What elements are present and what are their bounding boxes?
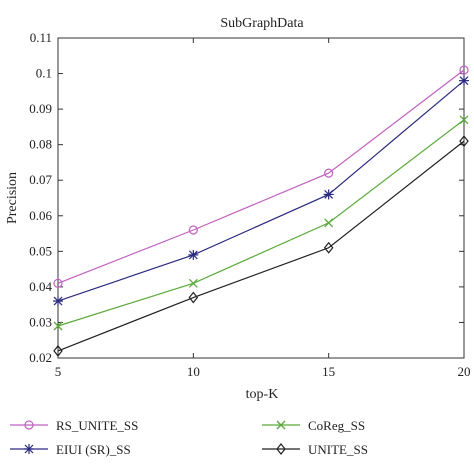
y-tick-label: 0.04 xyxy=(29,279,52,294)
y-tick-label: 0.05 xyxy=(29,243,52,258)
data-point-3-1 xyxy=(188,291,199,304)
legend-marker xyxy=(24,444,34,454)
legend-item: EIUI (SR)_SS xyxy=(10,442,131,457)
legend: RS_UNITE_SS CoReg_SS EIUI (SR)_SS UNITE_SS xyxy=(10,418,368,457)
data-point-1-2 xyxy=(323,189,334,200)
x-tick-label: 20 xyxy=(458,364,471,379)
data-point-2-1 xyxy=(188,278,198,288)
series-line-3 xyxy=(57,140,465,352)
data-point-1-0 xyxy=(53,296,63,307)
data-point-0-2 xyxy=(324,168,334,178)
series-line-1 xyxy=(57,80,465,302)
legend-label: CoReg_SS xyxy=(308,418,365,433)
legend-marker xyxy=(276,420,286,430)
data-point-2-0 xyxy=(53,321,63,331)
data-point-0-3 xyxy=(459,65,469,75)
x-tick-label: 10 xyxy=(187,364,200,379)
y-tick-label: 0.11 xyxy=(30,30,52,45)
legend-label: RS_UNITE_SS xyxy=(56,418,138,433)
x-tick-label: 15 xyxy=(322,364,335,379)
series-layer xyxy=(53,65,469,357)
y-tick-label: 0.02 xyxy=(29,350,52,365)
y-tick-label: 0.07 xyxy=(29,172,52,187)
data-point-0-0 xyxy=(53,278,63,288)
legend-label: UNITE_SS xyxy=(308,442,368,457)
legend-label: EIUI (SR)_SS xyxy=(56,442,131,457)
series-line-0 xyxy=(57,69,465,284)
y-tick-label: 0.06 xyxy=(29,208,52,223)
data-point-0-1 xyxy=(188,225,198,235)
data-point-3-0 xyxy=(53,344,63,357)
data-point-1-3 xyxy=(459,75,469,86)
data-point-3-2 xyxy=(323,241,334,254)
x-axis-label: top-K xyxy=(246,387,279,402)
y-axis-label: Precision xyxy=(5,172,20,224)
data-point-1-1 xyxy=(188,249,199,260)
series-line-2 xyxy=(57,119,465,327)
legend-marker xyxy=(24,420,34,430)
y-tick-label: 0.08 xyxy=(29,137,52,152)
legend-item: RS_UNITE_SS xyxy=(10,418,138,433)
legend-item: UNITE_SS xyxy=(262,442,368,457)
data-point-2-3 xyxy=(459,115,469,125)
y-tick-label: 0.03 xyxy=(29,314,52,329)
data-point-2-2 xyxy=(324,218,334,228)
y-tick-label: 0.1 xyxy=(36,66,52,81)
legend-item: CoReg_SS xyxy=(262,418,365,433)
x-axis: 5 10 15 20 xyxy=(55,38,471,379)
y-tick-label: 0.09 xyxy=(29,101,52,116)
y-axis: 0.02 0.03 0.04 0.05 0.06 0.07 0.08 0.09 0.1 0.11 xyxy=(29,30,464,365)
legend-marker xyxy=(276,443,286,455)
x-tick-label: 5 xyxy=(55,364,62,379)
plot-area-frame xyxy=(57,37,465,359)
chart-title: SubGraphData xyxy=(220,16,304,31)
data-point-3-3 xyxy=(459,135,469,148)
